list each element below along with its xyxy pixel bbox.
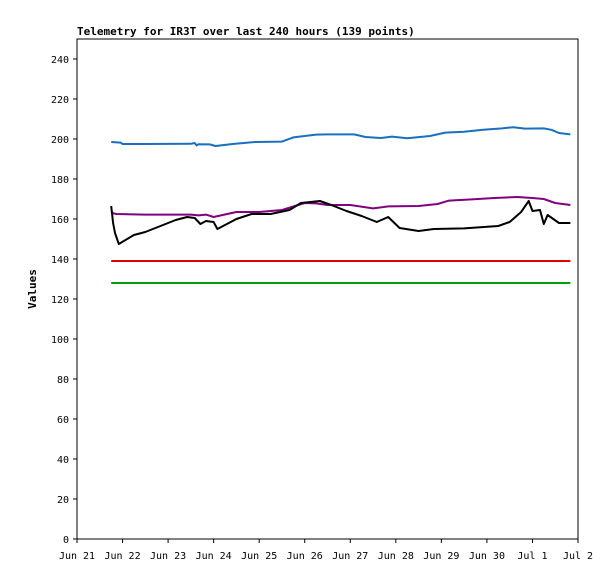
series-line-3 — [110, 200, 571, 245]
chart-title: Telemetry for IR3T over last 240 hours (… — [77, 25, 415, 38]
x-tick-label: Jun 30 — [469, 551, 505, 562]
y-tick-label: 80 — [57, 375, 69, 386]
x-tick-label: Jun 27 — [332, 551, 368, 562]
x-tick-label: Jun 24 — [196, 551, 232, 562]
y-tick-label: 40 — [57, 455, 69, 466]
x-tick-label: Jun 23 — [150, 551, 186, 562]
series-line-2 — [110, 196, 571, 218]
y-tick-label: 200 — [51, 135, 69, 146]
y-tick-label: 180 — [51, 175, 69, 186]
x-tick-label: Jul 1 — [517, 551, 547, 562]
x-tick-label: Jun 25 — [241, 551, 277, 562]
x-tick-label: Jul 2 — [563, 551, 593, 562]
x-tick-label: Jun 29 — [423, 551, 459, 562]
y-tick-label: 0 — [63, 535, 69, 546]
y-tick-label: 160 — [51, 215, 69, 226]
y-tick-label: 100 — [51, 335, 69, 346]
x-tick-label: Jun 26 — [287, 551, 323, 562]
y-tick-label: 240 — [51, 55, 69, 66]
series-line-1 — [111, 126, 571, 147]
x-tick-label: Jun 22 — [104, 551, 140, 562]
plot-area-frame — [76, 38, 579, 540]
series-group — [110, 126, 571, 284]
x-tick-label: Jun 21 — [59, 551, 95, 562]
y-tick-label: 120 — [51, 295, 69, 306]
y-axis-label: Values — [26, 269, 39, 309]
y-tick-label: 60 — [57, 415, 69, 426]
x-axis: Jun 21 Jun 22 Jun 23 Jun 24 Jun 25 Jun 26 Jun … — [59, 539, 593, 562]
y-tick-label: 20 — [57, 495, 69, 506]
y-tick-label: 220 — [51, 95, 69, 106]
y-axis: 0 20 40 60 80 100 120 140 160 180 200 220 240 — [51, 55, 77, 546]
x-tick-label: Jun 28 — [378, 551, 414, 562]
y-tick-label: 140 — [51, 255, 69, 266]
